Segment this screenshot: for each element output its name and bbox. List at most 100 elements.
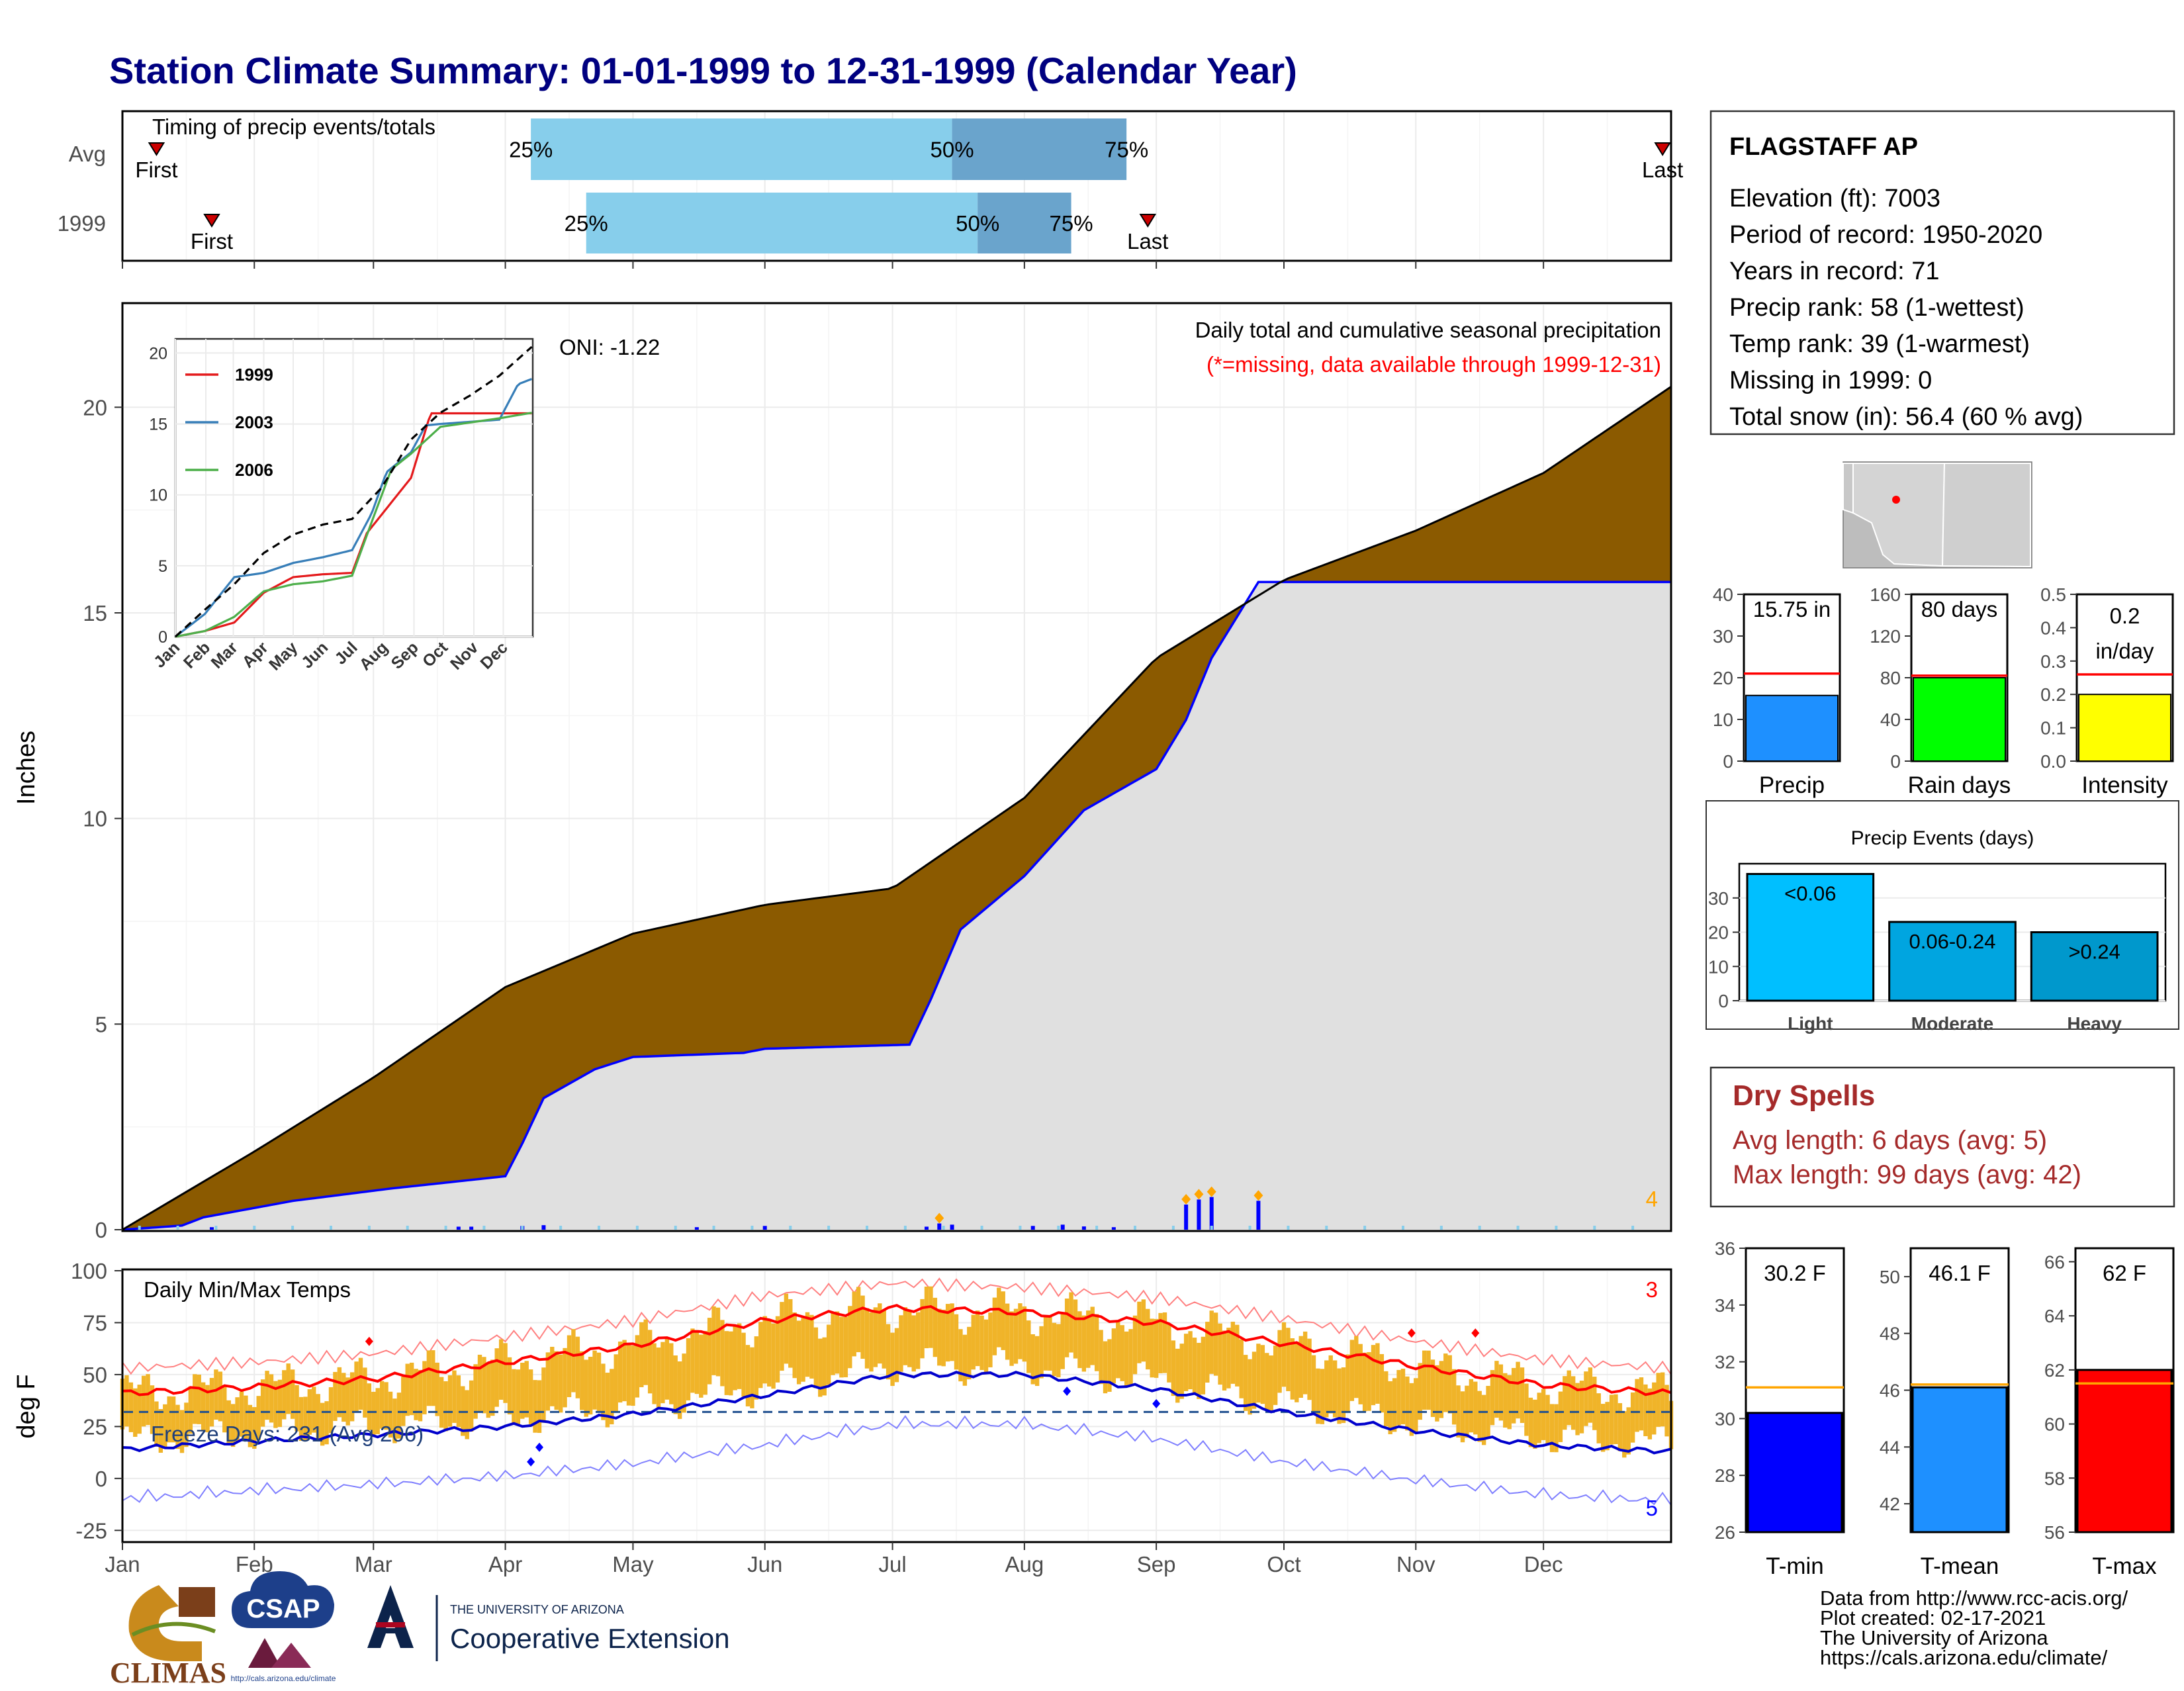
daily-temp-range-bar (443, 1381, 448, 1432)
daily-temp-range-bar (1396, 1369, 1401, 1426)
trace-precip-tick (942, 1226, 945, 1230)
events-bar-moderate (1888, 921, 2017, 1002)
daily-temp-range-bar (1643, 1384, 1648, 1436)
daily-temp-range-bar (1039, 1326, 1044, 1379)
daily-temp-range-bar (937, 1308, 942, 1366)
daily-temp-range-bar (873, 1307, 878, 1367)
daily-temp-range-bar (1277, 1330, 1282, 1393)
inset-legend-label-1999: 1999 (235, 365, 273, 385)
daily-temp-range-bar (1295, 1342, 1299, 1402)
daily-temp-range-bar (473, 1364, 478, 1419)
daily-temp-range-bar (1099, 1330, 1103, 1385)
daily-temp-range-bar (771, 1323, 776, 1389)
precip-annotation-title: Daily total and cumulative seasonal prec… (1195, 318, 1661, 342)
daily-temp-range-bar (469, 1380, 474, 1432)
daily-temp-range-bar (1192, 1338, 1197, 1395)
daily-temp-range-bar (805, 1312, 810, 1377)
csap-mountain (248, 1638, 281, 1668)
daily-temp-range-bar (907, 1309, 912, 1367)
daily-temp-range-bar (1226, 1328, 1231, 1389)
daily-temp-range-bar (494, 1348, 499, 1407)
daily-temp-range-bar (277, 1379, 283, 1428)
map-west-region (1843, 463, 1854, 514)
daily-temp-range-bar (1188, 1331, 1193, 1390)
inset-y-tick-label: 10 (149, 486, 167, 505)
daily-temp-range-bar (677, 1361, 682, 1419)
daily-temp-range-bar (766, 1320, 772, 1387)
trace-precip-tick (1325, 1226, 1328, 1230)
daily-precip-bar (925, 1226, 929, 1230)
timing-frame (121, 110, 1672, 262)
precip-y-tick-label: 20 (83, 395, 107, 420)
daily-temp-range-bar (962, 1334, 968, 1386)
daily-temp-range-bar (1107, 1339, 1112, 1392)
daily-temp-range-bar (405, 1363, 410, 1416)
daily-temp-range-bar (1077, 1311, 1082, 1369)
daily-temp-range-bar (596, 1352, 602, 1412)
month-label-nov: Nov (1396, 1552, 1435, 1577)
daily-temp-range-bar (1056, 1324, 1061, 1378)
trace-precip-tick (598, 1226, 600, 1230)
summary-tick-label: 30 (1713, 626, 1733, 647)
daily-temp-range-bar (1030, 1334, 1035, 1385)
daily-temp-range-bar (367, 1383, 372, 1430)
daily-temp-range-bar (375, 1388, 380, 1434)
daily-precip-bar (1111, 1227, 1116, 1230)
daily-temp-range-bar (1256, 1344, 1261, 1403)
map-new-mexico-region (1941, 463, 2031, 568)
precip-events-panel: Precip Events (days) 0 10 20 30 <0.06 Light 0.… (1706, 800, 2179, 1034)
daily-temp-range-bar (150, 1385, 155, 1434)
events-tick-label: 10 (1708, 956, 1729, 977)
daily-temp-range-bar (631, 1346, 635, 1406)
station-elevation: Elevation (ft): 7003 (1729, 185, 1940, 212)
daily-temp-range-bar (167, 1396, 171, 1443)
daily-temp-range-bar (1239, 1339, 1244, 1398)
month-label-feb: Feb (236, 1552, 273, 1577)
daily-temp-range-bar (1354, 1336, 1359, 1398)
summary-value-line2: in/day (2095, 639, 2154, 663)
daily-temp-range-bar (741, 1332, 746, 1397)
daily-temp-range-bar (1477, 1391, 1482, 1442)
daily-temp-range-bar (1005, 1303, 1010, 1360)
daily-temp-range-bar (1570, 1376, 1576, 1430)
daily-temp-range-bar (384, 1382, 388, 1430)
month-label-jul: Jul (878, 1552, 906, 1577)
daily-temp-range-bar (1179, 1344, 1184, 1399)
daily-temp-range-bar (1103, 1341, 1108, 1394)
daily-temp-range-bar (401, 1377, 406, 1426)
temp-summary-tick-label: 60 (2044, 1414, 2065, 1435)
summary-tick-label: 0.5 (2040, 584, 2066, 605)
station-location-dot (1892, 496, 1900, 504)
daily-temp-range-bar (775, 1316, 780, 1383)
daily-temp-range-bar (1503, 1373, 1508, 1428)
daily-temp-range-bar (997, 1287, 1001, 1348)
daily-temp-range-bar (1375, 1343, 1380, 1404)
daily-temp-range-bar (1460, 1391, 1465, 1443)
daily-temp-range-bar (983, 1319, 989, 1373)
daily-temp-range-bar (1400, 1369, 1406, 1424)
daily-temp-range-bar (647, 1330, 653, 1394)
credit-url: https://cals.arizona.edu/climate/ (1820, 1646, 2108, 1669)
daily-temp-range-bar (1367, 1351, 1371, 1411)
daily-temp-range-bar (1447, 1355, 1452, 1414)
summary-tick-label: 0 (1890, 751, 1901, 772)
record-low-marker (1152, 1398, 1161, 1408)
daily-temp-range-bar (303, 1396, 308, 1441)
daily-temp-range-bar (1664, 1385, 1669, 1437)
daily-temp-range-bar (1362, 1352, 1367, 1412)
inset-month-label: Aug (356, 638, 392, 674)
csap-logo-text: CSAP (246, 1594, 320, 1623)
daily-temp-range-bar (392, 1398, 397, 1443)
trace-precip-tick (1248, 1226, 1251, 1230)
daily-temp-range-bar (1422, 1350, 1427, 1410)
trace-precip-tick (1171, 1226, 1175, 1230)
daily-temp-range-bar (1124, 1331, 1129, 1387)
summary-tick-label: 0.2 (2040, 684, 2066, 705)
daily-precip-bar (541, 1225, 546, 1230)
daily-temp-range-bar (660, 1342, 665, 1404)
precip-panel: 0 5 10 15 20 Inches Daily total and cumulati… (13, 302, 1672, 1242)
timing-iqr-low-1999 (586, 193, 978, 253)
daily-temp-range-bar (818, 1338, 823, 1397)
daily-temp-range-bar (1498, 1364, 1504, 1421)
daily-temp-range-bar (341, 1373, 346, 1422)
